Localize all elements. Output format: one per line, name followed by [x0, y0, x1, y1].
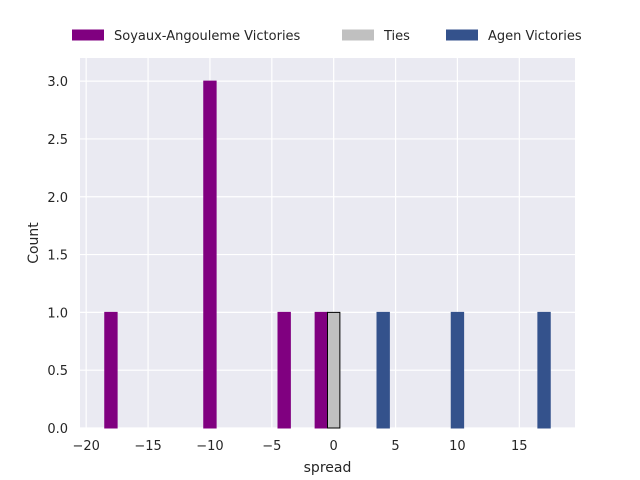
histogram-bar	[450, 311, 465, 429]
bars	[104, 80, 551, 429]
x-tick-label: 5	[391, 439, 399, 454]
y-tick-label: 1.0	[47, 306, 68, 321]
legend: Soyaux-Angouleme Victories Ties Agen Victo…	[72, 29, 582, 44]
histogram-bar	[203, 80, 217, 429]
legend-swatch	[446, 29, 478, 41]
y-axis-label: Count	[26, 222, 42, 264]
legend-label: Soyaux-Angouleme Victories	[114, 29, 301, 44]
histogram-bar	[104, 311, 118, 429]
y-tick-label: 1.5	[47, 249, 68, 264]
histogram-bar	[327, 311, 341, 429]
legend-swatch	[342, 29, 374, 41]
x-tick-label: −10	[196, 439, 223, 454]
histogram-bar	[376, 311, 390, 429]
x-tick-label: 10	[449, 439, 466, 454]
y-tick-labels: 0.0 0.5 1.0 1.5 2.0 2.5 3.0	[47, 75, 68, 437]
y-tick-label: 0.5	[47, 364, 68, 379]
y-tick-label: 2.5	[47, 133, 68, 148]
x-tick-label: −5	[262, 439, 281, 454]
y-tick-label: 0.0	[47, 422, 68, 437]
x-tick-label: 0	[330, 439, 338, 454]
y-tick-label: 3.0	[47, 75, 68, 90]
legend-label: Agen Victories	[488, 29, 582, 44]
legend-swatch	[72, 29, 104, 41]
x-tick-labels: −20 −15 −10 −5 0 5 10 15	[72, 439, 527, 454]
x-tick-label: −15	[134, 439, 161, 454]
histogram-bar	[314, 311, 328, 429]
histogram-bar	[537, 311, 551, 429]
histogram-bar	[277, 311, 291, 429]
legend-label: Ties	[383, 29, 410, 44]
x-axis-label: spread	[304, 460, 352, 476]
x-tick-label: 15	[511, 439, 528, 454]
y-tick-label: 2.0	[47, 191, 68, 206]
x-tick-label: −20	[72, 439, 99, 454]
